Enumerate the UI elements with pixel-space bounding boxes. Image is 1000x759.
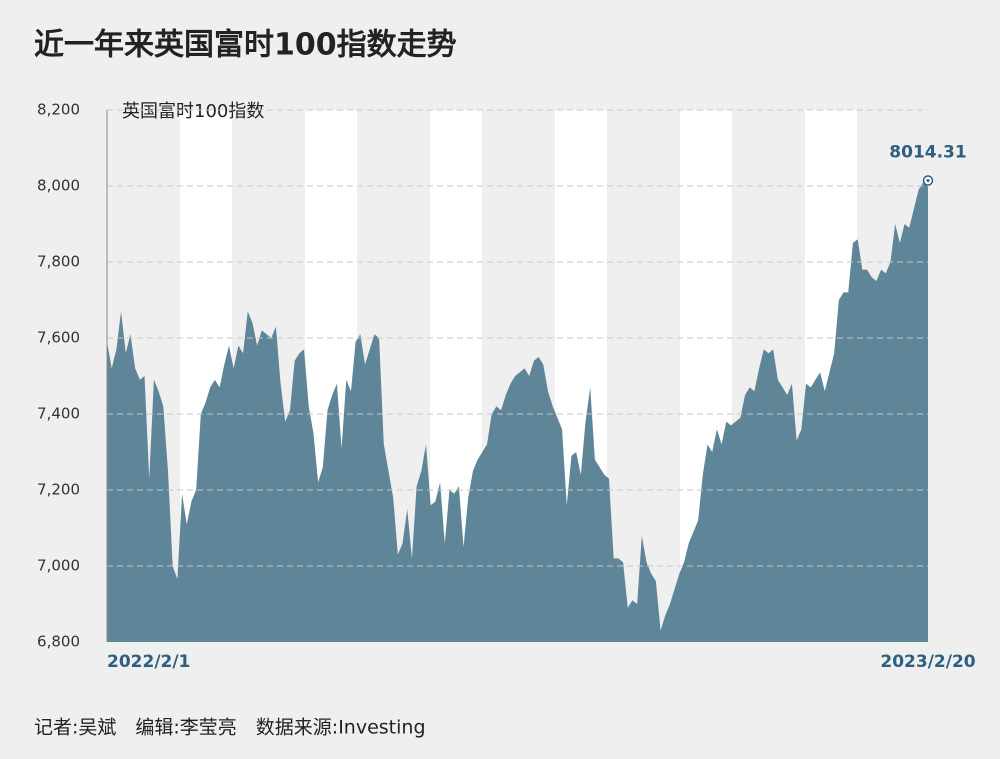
end-value-label: 8014.31 <box>889 143 966 163</box>
legend-label: 英国富时100指数 <box>122 101 264 122</box>
x-tick-label: 2022/2/1 <box>107 652 190 672</box>
chart-title: 近一年来英国富时100指数走势 <box>34 28 457 63</box>
y-tick-label: 7,400 <box>37 405 80 423</box>
y-tick-label: 8,000 <box>37 177 80 195</box>
end-marker-dot <box>926 179 930 183</box>
footer: 记者:吴斌 编辑:李莹亮 数据来源:Investing <box>34 717 426 739</box>
y-tick-label: 7,600 <box>37 329 80 347</box>
y-tick-label: 7,200 <box>37 481 80 499</box>
x-tick-label: 2023/2/20 <box>880 652 975 672</box>
area <box>107 180 928 642</box>
y-tick-label: 6,800 <box>37 633 80 651</box>
y-tick-label: 7,000 <box>37 557 80 575</box>
y-tick-label: 8,200 <box>37 101 80 119</box>
y-tick-label: 7,800 <box>37 253 80 271</box>
